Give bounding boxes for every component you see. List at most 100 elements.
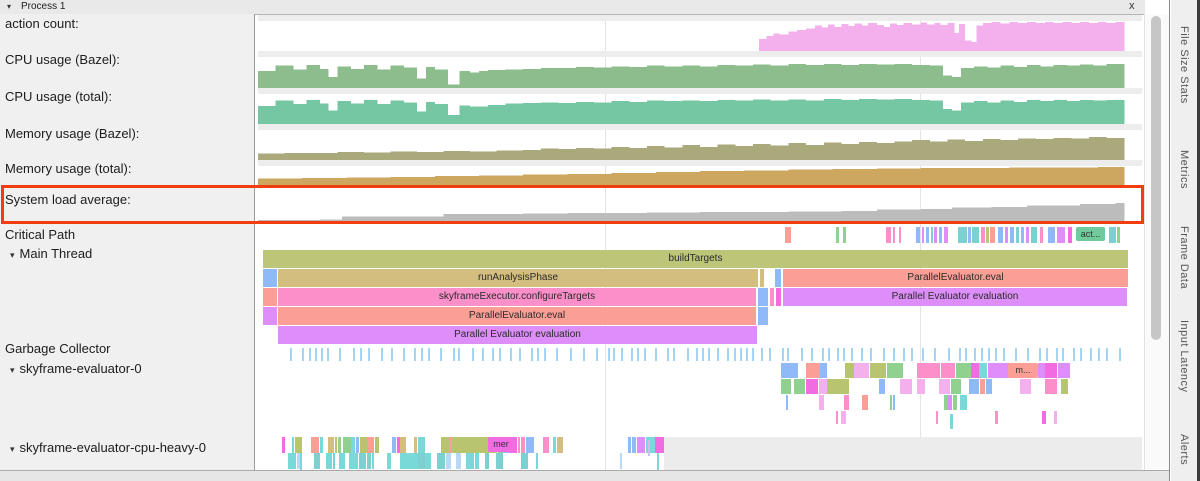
gc-event-tick[interactable] <box>828 348 830 361</box>
critical-path-event[interactable] <box>934 227 937 243</box>
gc-event-tick[interactable] <box>734 348 736 361</box>
gc-event-tick[interactable] <box>948 348 950 361</box>
cpu-heavy-event[interactable] <box>400 453 409 469</box>
skyframe-evaluator-0-event[interactable] <box>839 379 849 394</box>
cpu-heavy-event[interactable] <box>288 453 297 469</box>
trace-event-mark[interactable] <box>950 414 953 429</box>
cpu-heavy-event[interactable] <box>520 437 526 453</box>
track-label-main-thread[interactable]: ▾ Main Thread <box>10 246 93 261</box>
gc-event-tick[interactable] <box>959 348 961 361</box>
gc-event-tick[interactable] <box>321 348 323 361</box>
critical-path-event[interactable] <box>958 227 967 243</box>
cpu-heavy-event[interactable] <box>349 453 359 469</box>
skyframe-evaluator-0-event[interactable] <box>1053 411 1058 424</box>
gc-event-tick[interactable] <box>1080 348 1082 361</box>
critical-path-event[interactable] <box>944 227 948 243</box>
gc-event-tick[interactable] <box>667 348 669 361</box>
gc-event-tick[interactable] <box>1003 348 1005 361</box>
cpu-heavy-event[interactable] <box>425 453 432 469</box>
critical-path-event[interactable] <box>972 227 979 243</box>
gc-event-tick[interactable] <box>708 348 710 361</box>
critical-path-event[interactable] <box>886 227 891 243</box>
critical-path-event[interactable] <box>1117 227 1120 243</box>
cpu-heavy-event[interactable] <box>413 437 418 453</box>
gc-event-tick[interactable] <box>1106 348 1108 361</box>
gc-event-tick[interactable] <box>315 348 317 361</box>
gc-event-tick[interactable] <box>782 348 784 361</box>
metric-chart-mem_total[interactable] <box>258 166 1142 186</box>
skyframe-evaluator-0-event[interactable] <box>1061 379 1068 394</box>
cpu-heavy-event[interactable] <box>337 437 341 453</box>
gc-event-tick[interactable] <box>769 348 771 361</box>
gc-event-tick[interactable] <box>556 348 558 361</box>
skyframe-evaluator-0-event[interactable] <box>1057 363 1070 378</box>
skyframe-evaluator-0-event[interactable] <box>950 379 961 394</box>
cpu-heavy-event[interactable] <box>360 437 367 453</box>
gc-event-tick[interactable] <box>440 348 442 361</box>
skyframe-evaluator-0-event[interactable] <box>980 379 986 394</box>
gc-event-tick[interactable] <box>1056 348 1058 361</box>
cpu-heavy-event[interactable] <box>391 437 396 453</box>
skyframe-evaluator-0-event[interactable] <box>994 411 999 424</box>
gc-event-tick[interactable] <box>637 348 639 361</box>
gc-event-tick[interactable] <box>644 348 646 361</box>
cpu-heavy-event[interactable] <box>542 437 550 453</box>
cpu-heavy-event[interactable] <box>536 453 539 469</box>
cpu-heavy-event[interactable] <box>334 437 338 453</box>
gc-event-tick[interactable] <box>421 348 423 361</box>
cpu-heavy-event[interactable] <box>517 437 520 453</box>
cpu-heavy-event[interactable] <box>356 437 360 453</box>
metric-chart-cpu_bazel[interactable] <box>258 57 1142 88</box>
cpu-heavy-event[interactable] <box>366 453 371 469</box>
skyframe-evaluator-0-event[interactable] <box>820 363 827 378</box>
cpu-heavy-event[interactable] <box>292 437 294 453</box>
cpu-heavy-event[interactable] <box>620 453 623 469</box>
cpu-heavy-event[interactable] <box>441 437 449 453</box>
cpu-heavy-event[interactable] <box>296 453 303 469</box>
metric-chart-mem_bazel[interactable] <box>258 130 1142 160</box>
cpu-heavy-event[interactable] <box>553 437 557 453</box>
skyframe-evaluator-0-event[interactable] <box>869 363 886 378</box>
skyframe-evaluator-0-event[interactable] <box>948 395 953 410</box>
skyframe-evaluator-0-event[interactable] <box>818 379 827 394</box>
skyframe-evaluator-0-event[interactable] <box>968 379 980 394</box>
skyframe-evaluator-0-event[interactable] <box>1020 379 1032 394</box>
skyframe-evaluator-0-event[interactable] <box>938 379 950 394</box>
trace-event-bar[interactable]: skyframeExecutor.configureTargets <box>278 288 756 306</box>
close-icon[interactable]: x <box>1129 0 1135 12</box>
trace-event-bar[interactable]: runAnalysisPhase <box>278 269 758 287</box>
skyframe-evaluator-0-event[interactable] <box>900 379 912 394</box>
skyframe-evaluator-0-event[interactable] <box>952 395 958 410</box>
gc-event-tick[interactable] <box>519 348 521 361</box>
gc-event-tick[interactable] <box>290 348 292 361</box>
skyframe-evaluator-0-event[interactable] <box>943 395 948 410</box>
critical-path-event[interactable] <box>1057 227 1065 243</box>
trace-event-bar[interactable] <box>760 269 764 287</box>
trace-event-bar[interactable] <box>770 288 774 306</box>
gc-event-tick[interactable] <box>531 348 533 361</box>
critical-path-event[interactable] <box>981 227 985 243</box>
gc-event-tick[interactable] <box>391 348 393 361</box>
critical-path-event[interactable] <box>990 227 995 243</box>
gc-event-tick[interactable] <box>499 348 501 361</box>
trace-event-bar[interactable]: Parallel Evaluator evaluation <box>783 288 1127 306</box>
skyframe-evaluator-0-event[interactable] <box>806 363 820 378</box>
trace-event-bar[interactable] <box>263 269 277 287</box>
cpu-heavy-event[interactable] <box>367 437 375 453</box>
gc-event-tick[interactable] <box>740 348 742 361</box>
critical-path-event[interactable] <box>1068 227 1072 243</box>
cpu-heavy-event[interactable] <box>319 437 323 453</box>
metric-chart-action_count[interactable] <box>258 21 1142 51</box>
skyframe-evaluator-0-event[interactable] <box>987 363 1003 378</box>
gc-event-tick[interactable] <box>673 348 675 361</box>
trace-event-bar[interactable] <box>263 307 277 325</box>
cpu-heavy-event[interactable] <box>282 437 285 453</box>
collapse-arrow-icon[interactable]: ▾ <box>10 444 15 454</box>
cpu-heavy-event[interactable] <box>409 453 418 469</box>
tab-input-latency[interactable]: Input Latency <box>1178 320 1190 393</box>
skyframe-evaluator-0-event[interactable] <box>835 411 838 424</box>
cpu-heavy-event[interactable] <box>655 437 664 453</box>
skyframe-evaluator-0-event[interactable] <box>843 395 849 410</box>
gc-event-tick[interactable] <box>861 348 863 361</box>
gc-event-tick[interactable] <box>482 348 484 361</box>
